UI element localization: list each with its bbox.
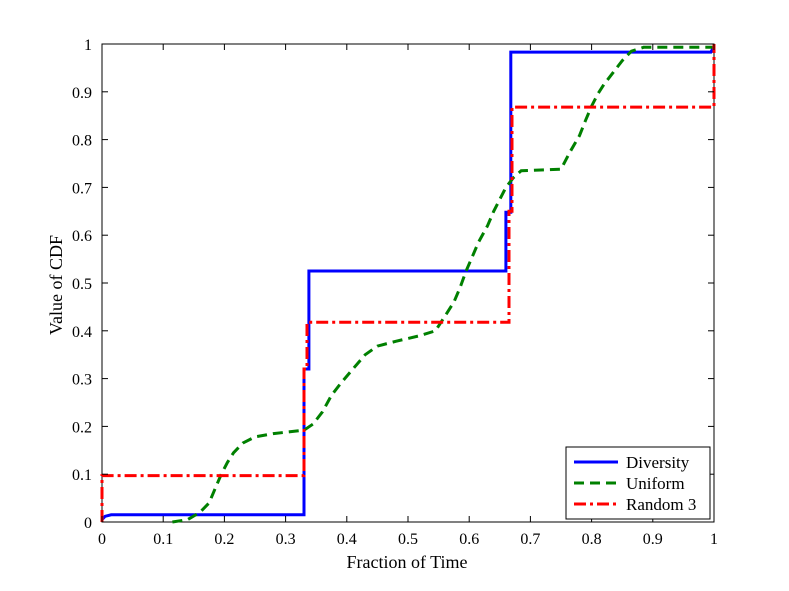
- x-axis-title: Fraction of Time: [346, 552, 467, 572]
- x-tick-label: 0.9: [643, 531, 663, 548]
- series-line-random-3: [100, 44, 716, 522]
- series-line-uniform: [172, 45, 714, 524]
- y-tick-label: 0: [84, 515, 92, 532]
- x-tick-label: 0.7: [520, 531, 540, 548]
- x-tick-label: 0.2: [214, 531, 234, 548]
- y-axis-title: Value of CDF: [46, 235, 66, 335]
- x-tick-label: 0.1: [153, 531, 173, 548]
- axes-frame: [101, 43, 715, 523]
- legend: Diversity Uniform Random 3: [565, 446, 711, 520]
- y-tick-label: 0.6: [72, 228, 92, 245]
- series-line-diversity: [100, 45, 716, 521]
- x-tick-label: 0: [98, 531, 106, 548]
- y-tick-label: 0.4: [72, 324, 92, 341]
- legend-label: Random 3: [626, 495, 696, 514]
- x-tick-label: 0.4: [337, 531, 357, 548]
- plot-area-border: [101, 43, 715, 523]
- x-tick-label: 0.3: [276, 531, 296, 548]
- x-tick-label: 1: [710, 531, 718, 548]
- legend-label: Uniform: [626, 474, 685, 493]
- legend-label: Diversity: [626, 453, 690, 472]
- y-tick-label: 0.9: [72, 85, 92, 102]
- x-tick-label: 0.6: [459, 531, 479, 548]
- ticks-layer: 0 0.1 0.2 0.3 0.4 0.5 0.6 0.7 0.8 0.9 1 0 0.1 0.2 0.3 0…: [72, 37, 718, 548]
- y-tick-label: 0.2: [72, 419, 92, 436]
- x-tick-label: 0.5: [398, 531, 418, 548]
- x-tick-label: 0.8: [582, 531, 602, 548]
- y-tick-label: 0.1: [72, 467, 92, 484]
- y-tick-label: 1: [84, 37, 92, 54]
- y-tick-label: 0.3: [72, 372, 92, 389]
- y-tick-label: 0.5: [72, 276, 92, 293]
- y-tick-label: 0.8: [72, 133, 92, 150]
- y-tick-label: 0.7: [72, 180, 92, 197]
- series-layer: [100, 44, 716, 524]
